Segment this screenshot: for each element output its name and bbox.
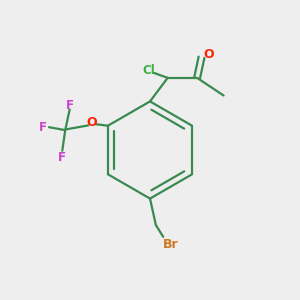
Text: Br: Br	[163, 238, 178, 251]
Text: Cl: Cl	[142, 64, 155, 77]
Text: F: F	[66, 99, 74, 112]
Text: O: O	[204, 48, 214, 61]
Text: F: F	[39, 121, 47, 134]
Text: F: F	[58, 151, 66, 164]
Text: O: O	[86, 116, 97, 129]
